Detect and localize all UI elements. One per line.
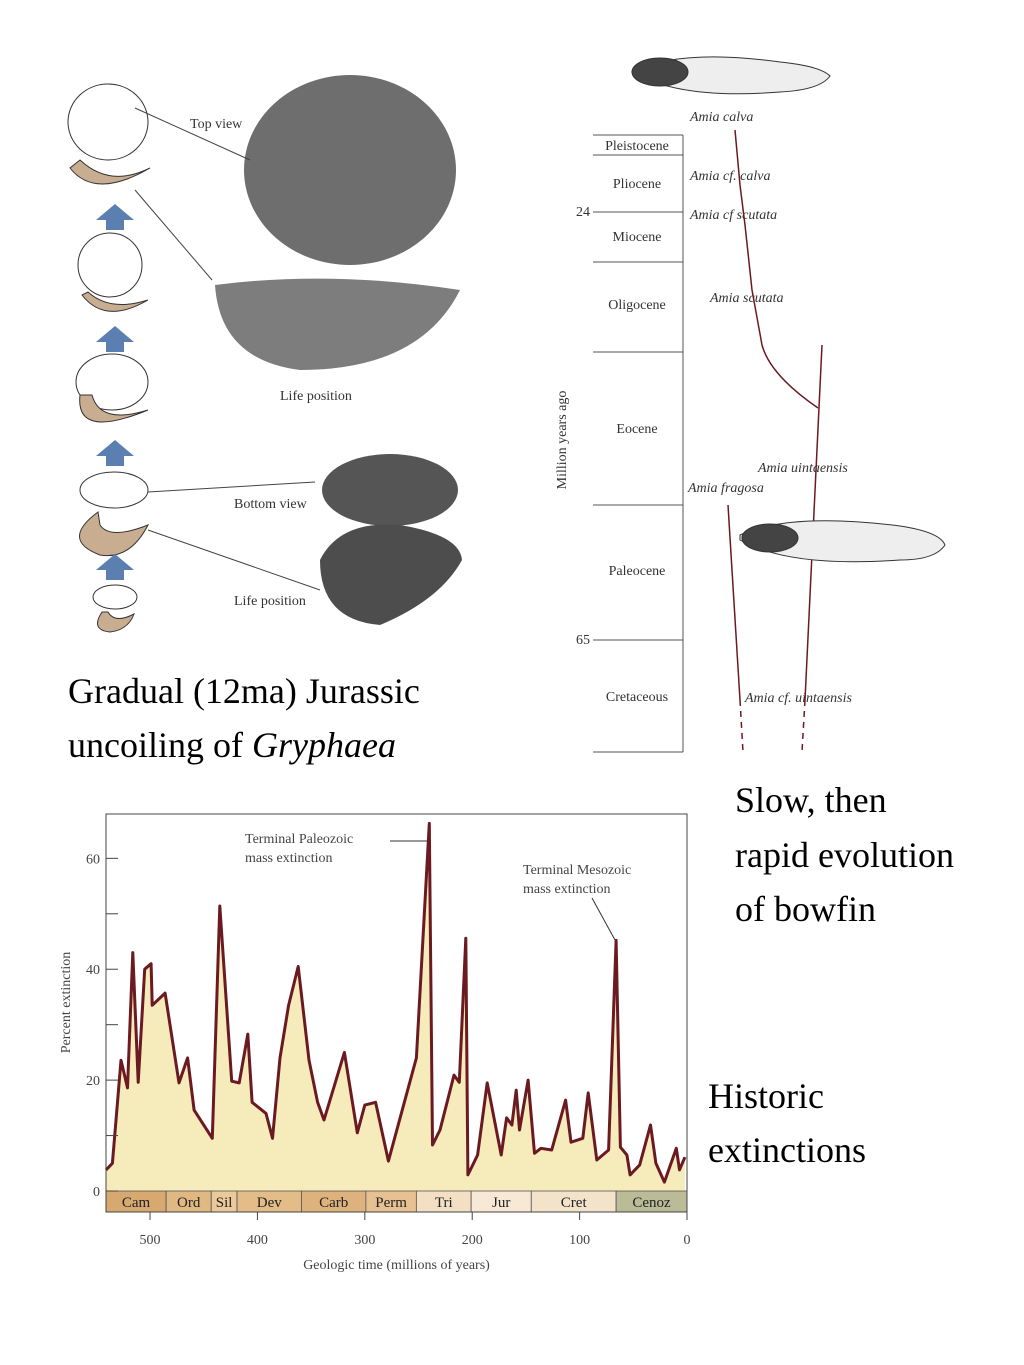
species-label: Amia cf. calva bbox=[689, 169, 770, 184]
annotation: Terminal Mesozoic bbox=[523, 863, 631, 878]
period-label: Tri bbox=[435, 1195, 453, 1211]
period-label: Cret bbox=[561, 1195, 588, 1211]
time-tick: 24 bbox=[576, 205, 590, 220]
y-tick-label: 60 bbox=[86, 852, 100, 867]
leader-lines bbox=[134, 107, 321, 591]
arrow bbox=[96, 440, 134, 466]
species-label: Amia uintaensis bbox=[757, 461, 848, 476]
shell-top bbox=[79, 471, 149, 509]
species-labels: Amia calva Amia cf. calva Amia cf scutat… bbox=[687, 110, 852, 706]
photo-bottom-view bbox=[322, 454, 458, 526]
leader-line bbox=[134, 107, 251, 161]
x-tick-label: 400 bbox=[247, 1233, 268, 1248]
species-label: Amia scutata bbox=[709, 291, 784, 306]
caption: extinctions bbox=[708, 1130, 866, 1170]
caption: uncoiling of Gryphaea bbox=[68, 725, 396, 765]
photo-life-position bbox=[215, 278, 460, 370]
period-label: Ord bbox=[177, 1195, 201, 1211]
arrow bbox=[96, 554, 134, 580]
x-axis-label: Geologic time (millions of years) bbox=[303, 1258, 490, 1273]
x-tick-label: 200 bbox=[462, 1233, 483, 1248]
y-tick-label: 0 bbox=[93, 1185, 100, 1200]
shell-side bbox=[79, 511, 150, 557]
lineage bbox=[801, 699, 806, 753]
shell-top bbox=[92, 584, 138, 610]
species-label: Amia cf. uintaensis bbox=[744, 691, 852, 706]
caption: of bowfin bbox=[735, 889, 876, 929]
fish bbox=[630, 56, 946, 563]
label: Bottom view bbox=[234, 497, 308, 512]
gryphaea-diagram bbox=[67, 83, 151, 633]
epoch-label: Oligocene bbox=[608, 298, 666, 313]
x-tick-label: 500 bbox=[140, 1233, 161, 1248]
lineages bbox=[727, 129, 823, 753]
shell-side bbox=[69, 159, 151, 185]
arrows bbox=[96, 204, 134, 580]
shell-side bbox=[81, 291, 149, 312]
y-axis-label: Percent extinction bbox=[59, 952, 74, 1053]
label: Life position bbox=[280, 389, 352, 404]
period-label: Dev bbox=[257, 1195, 282, 1211]
shell-top bbox=[67, 83, 149, 161]
period-label: Perm bbox=[375, 1195, 407, 1211]
caption-text: uncoiling of bbox=[68, 725, 243, 765]
y-tick-label: 20 bbox=[86, 1074, 100, 1089]
epoch-label: Cretaceous bbox=[606, 690, 668, 705]
annotation: mass extinction bbox=[523, 882, 611, 897]
y-tick-label: 40 bbox=[86, 963, 100, 978]
epoch-label: Eocene bbox=[616, 422, 657, 437]
leader-line bbox=[147, 529, 321, 591]
shell-side bbox=[97, 611, 135, 633]
epoch-label: Paleocene bbox=[609, 564, 666, 579]
x-tick-label: 100 bbox=[569, 1233, 590, 1248]
epoch-label: Pliocene bbox=[613, 177, 661, 192]
photo-life-position bbox=[320, 524, 462, 625]
caption: Slow, then bbox=[735, 780, 887, 820]
species-label: Amia cf scutata bbox=[689, 208, 777, 223]
lineage bbox=[734, 129, 819, 409]
period-label: Cam bbox=[122, 1195, 151, 1211]
period-label: Sil bbox=[216, 1195, 233, 1211]
arrow bbox=[96, 326, 134, 352]
fish-head bbox=[631, 57, 689, 87]
lineage bbox=[727, 504, 741, 701]
fossil-photos bbox=[215, 75, 462, 625]
photo-top-view bbox=[244, 75, 456, 265]
annotation: Terminal Paleozoic bbox=[245, 832, 353, 847]
period-label: Cenoz bbox=[632, 1195, 671, 1211]
label: Life position bbox=[234, 594, 306, 609]
arrow bbox=[96, 204, 134, 230]
caption-italic: Gryphaea bbox=[252, 725, 396, 765]
period-label: Carb bbox=[319, 1195, 348, 1211]
fish-head bbox=[741, 523, 799, 553]
leader-line bbox=[134, 189, 213, 281]
shell-side bbox=[79, 394, 149, 423]
epoch-column bbox=[593, 134, 684, 753]
caption: Historic bbox=[708, 1076, 824, 1116]
period-label: Jur bbox=[492, 1195, 510, 1211]
shell-top bbox=[75, 353, 149, 411]
label: Top view bbox=[190, 117, 243, 132]
annotation-leader bbox=[591, 897, 616, 941]
x-tick-label: 300 bbox=[354, 1233, 375, 1248]
x-tick-label: 0 bbox=[684, 1233, 691, 1248]
axis-label: Million years ago bbox=[555, 391, 570, 490]
species-label: Amia calva bbox=[689, 110, 753, 125]
annotation: mass extinction bbox=[245, 851, 333, 866]
time-tick: 65 bbox=[576, 633, 590, 648]
lineage bbox=[739, 699, 744, 753]
species-label: Amia fragosa bbox=[687, 481, 764, 496]
epoch-label: Pleistocene bbox=[605, 139, 669, 154]
leader-line bbox=[147, 481, 316, 493]
line bbox=[104, 821, 687, 1184]
shell-top bbox=[77, 232, 143, 298]
epoch-labels: Pleistocene Pliocene Miocene Oligocene E… bbox=[605, 139, 669, 705]
epoch-label: Miocene bbox=[613, 230, 662, 245]
caption: rapid evolution bbox=[735, 835, 954, 875]
caption: Gradual (12ma) Jurassic bbox=[68, 671, 420, 711]
plot-frame bbox=[105, 813, 688, 1213]
